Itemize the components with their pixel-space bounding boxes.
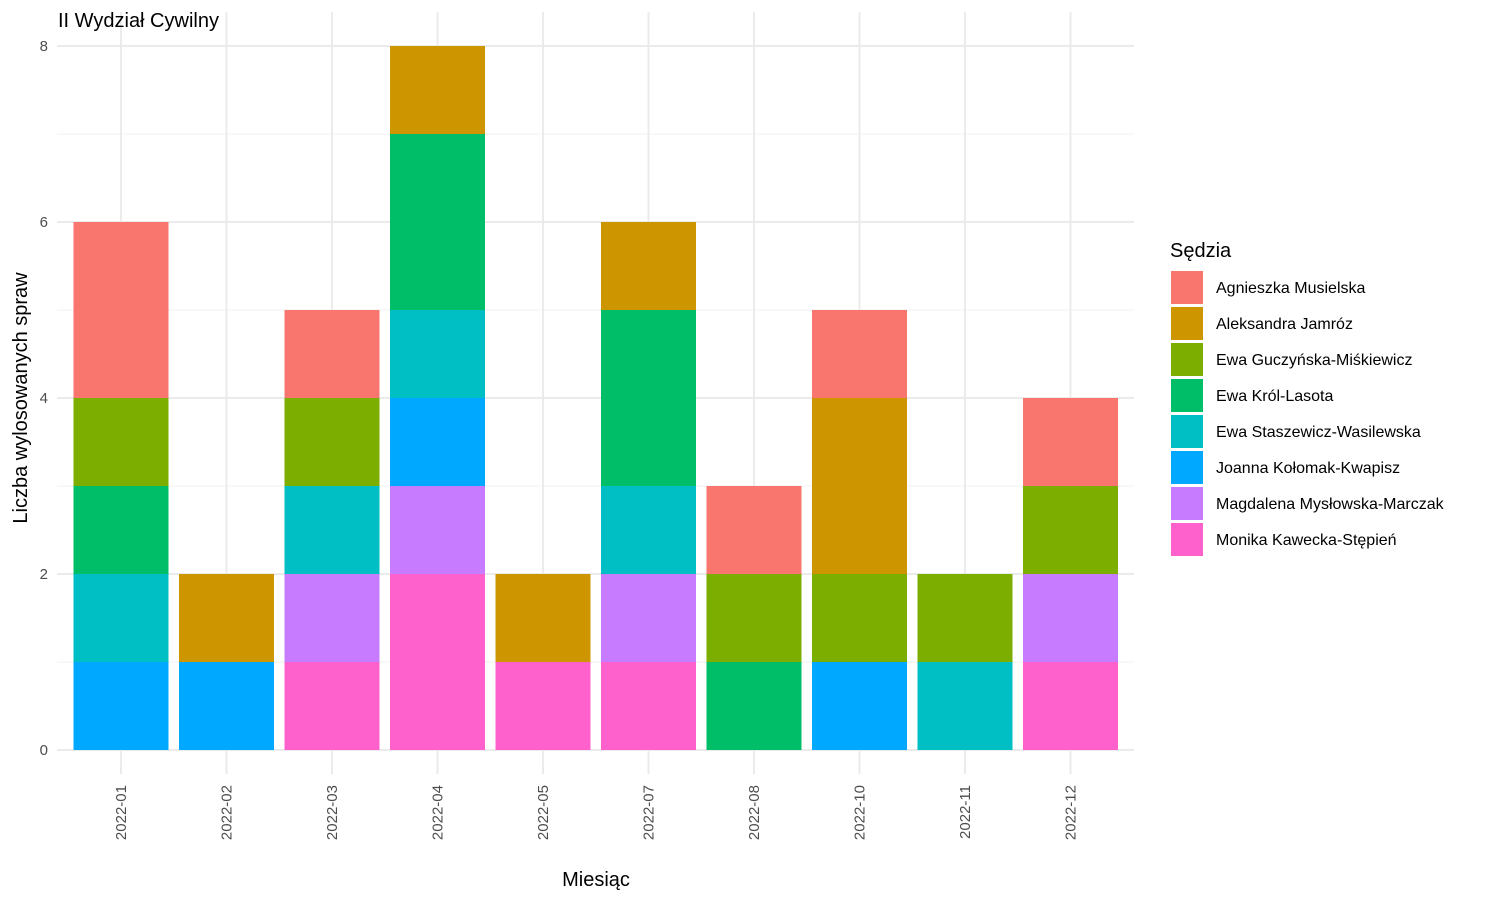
legend-label: Ewa Staszewicz-Wasilewska	[1216, 424, 1421, 441]
bar-segment	[284, 398, 380, 486]
legend-swatch	[1171, 343, 1203, 376]
y-tick-label: 0	[40, 742, 48, 759]
bar-segment	[1023, 662, 1118, 750]
legend-label: Monika Kawecka-Stępień	[1216, 532, 1397, 549]
x-tick-label: 2022-01	[113, 785, 130, 840]
legend-label: Ewa Guczyńska-Miśkiewicz	[1216, 352, 1412, 369]
bar-segment	[601, 574, 696, 662]
x-tick-label: 2022-08	[746, 785, 763, 840]
bar-segment	[1023, 574, 1118, 662]
x-tick-label: 2022-05	[535, 785, 552, 840]
x-tick-label: 2022-11	[957, 785, 974, 839]
legend-swatch	[1171, 379, 1203, 412]
bar-segment	[812, 662, 907, 750]
bar-segment	[1023, 486, 1118, 574]
bar-segment	[284, 574, 380, 662]
bar-segment	[812, 574, 907, 662]
bar-segment	[390, 134, 485, 310]
bar-segment	[601, 662, 696, 750]
bar-segment	[706, 574, 802, 662]
y-tick-labels: 0 2 4 6 8	[40, 38, 48, 759]
bar-segment	[495, 662, 591, 750]
y-axis-title: Liczba wylosowanych spraw	[10, 272, 32, 524]
legend-label: Joanna Kołomak-Kwapisz	[1216, 460, 1400, 477]
bar-segment	[601, 310, 696, 486]
bar-segment	[284, 310, 380, 398]
legend-swatch	[1171, 451, 1203, 484]
x-tick-label: 2022-12	[1063, 785, 1080, 840]
bar-segment	[390, 574, 485, 750]
bar-segment	[812, 310, 907, 398]
legend-label: Ewa Król-Lasota	[1216, 388, 1333, 405]
bar-segment	[73, 662, 169, 750]
bar-segment	[812, 398, 907, 574]
legend-title: Sędzia	[1170, 240, 1232, 262]
bar-segment	[917, 662, 1013, 750]
legend-swatch	[1171, 415, 1203, 448]
x-tick-label: 2022-10	[852, 785, 869, 840]
bars-layer	[73, 46, 1118, 750]
bar-segment	[390, 46, 485, 134]
bar-segment	[706, 486, 802, 574]
legend: Agnieszka Musielska Aleksandra Jamróz Ewa …	[1171, 271, 1445, 556]
y-tick-label: 4	[40, 390, 48, 407]
chart-title: II Wydział Cywilny	[58, 10, 219, 32]
bar-segment	[495, 574, 591, 662]
bar-segment	[390, 310, 485, 398]
bar-segment	[284, 662, 380, 750]
bar-segment	[390, 486, 485, 574]
bar-segment	[73, 574, 169, 662]
legend-swatch	[1171, 523, 1203, 556]
bar-segment	[706, 662, 802, 750]
bar-segment	[284, 486, 380, 574]
bar-segment	[73, 398, 169, 486]
bar-segment	[1023, 398, 1118, 486]
y-tick-label: 6	[40, 214, 48, 231]
x-tick-label: 2022-02	[219, 785, 236, 840]
legend-label: Magdalena Mysłowska-Marczak	[1216, 496, 1445, 513]
legend-label: Agnieszka Musielska	[1216, 280, 1366, 297]
bar-segment	[390, 398, 485, 486]
bar-segment	[73, 222, 169, 398]
bar-segment	[601, 222, 696, 310]
x-tick-label: 2022-07	[641, 785, 658, 840]
bar-segment	[73, 486, 169, 574]
legend-swatch	[1171, 487, 1203, 520]
bar-segment	[917, 574, 1013, 662]
x-axis-title: Miesiąc	[562, 869, 630, 891]
legend-swatch	[1171, 307, 1203, 340]
x-tick-label: 2022-04	[430, 785, 447, 840]
x-tick-labels: 2022-01 2022-02 2022-03 2022-04 2022-05 2022-…	[113, 785, 1080, 840]
bar-segment	[601, 486, 696, 574]
bar-segment	[179, 574, 274, 662]
legend-label: Aleksandra Jamróz	[1216, 316, 1353, 333]
x-tick-label: 2022-03	[324, 785, 341, 840]
y-tick-label: 2	[40, 566, 48, 583]
legend-swatch	[1171, 271, 1203, 304]
y-tick-label: 8	[40, 38, 48, 55]
bar-segment	[179, 662, 274, 750]
